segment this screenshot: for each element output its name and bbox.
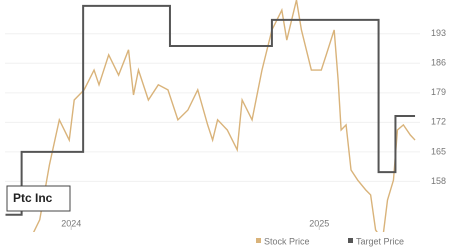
y-tick-label: 165	[431, 146, 446, 156]
y-tick-label: 158	[431, 176, 446, 186]
legend-swatch	[348, 238, 353, 243]
y-tick-label: 179	[431, 87, 446, 97]
annotation: Ptc Inc	[13, 191, 53, 205]
legend-label: Target Price	[356, 236, 404, 246]
series-line	[32, 0, 416, 232]
x-tick-label: 2024	[61, 218, 81, 228]
legend-swatch	[256, 238, 261, 243]
series-line	[5, 4, 416, 216]
y-tick-label: 172	[431, 117, 446, 127]
y-tick-label: 186	[431, 58, 446, 68]
legend-label: Stock Price	[264, 236, 310, 246]
x-tick-label: 2025	[309, 218, 329, 228]
y-tick-label: 193	[431, 28, 446, 38]
annotation-box	[6, 185, 71, 212]
